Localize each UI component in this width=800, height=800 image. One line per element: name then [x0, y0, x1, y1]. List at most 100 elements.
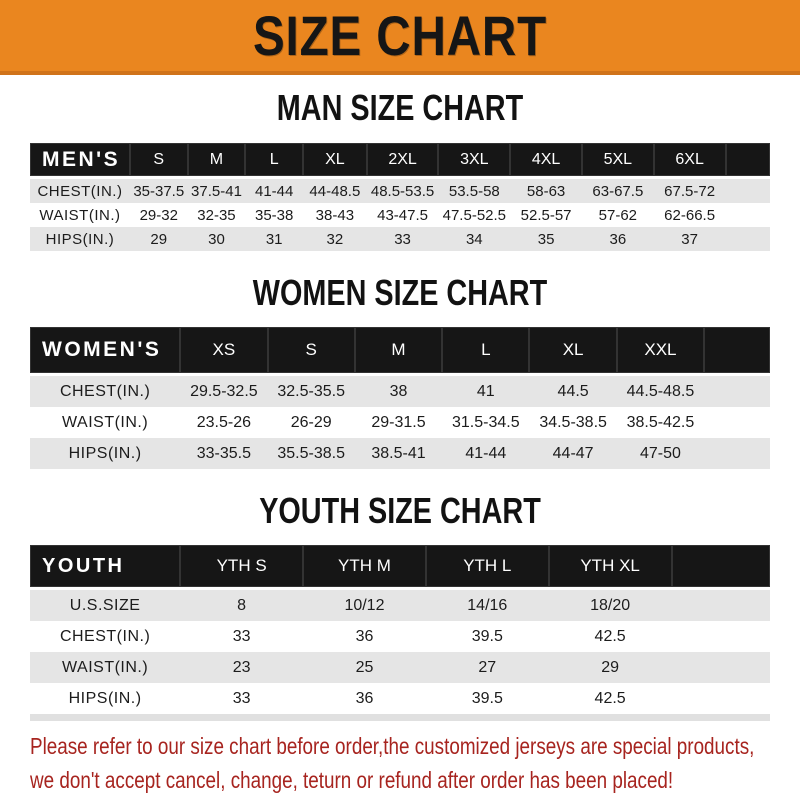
notice-line-1: Please refer to our size chart before or…	[30, 733, 755, 759]
size-cell: 35.5-38.5	[267, 438, 355, 469]
size-cell: 44.5	[529, 374, 617, 407]
size-cell: 38	[354, 374, 443, 407]
size-cell: 42.5	[548, 683, 672, 714]
table-row: HIPS(IN.) 29 30 31 32 33 34 35 36 37	[30, 227, 770, 251]
column-header: 3XL	[438, 143, 511, 179]
size-cell: 34	[438, 227, 511, 251]
row-spacer	[671, 588, 770, 621]
size-cell: 26-29	[267, 407, 355, 438]
table-header-label: WOMEN'S	[30, 327, 181, 376]
size-cell: 14/16	[425, 588, 549, 621]
row-label: U.S.SIZE	[30, 588, 181, 621]
size-cell: 57-62	[581, 203, 654, 227]
column-header: XXL	[616, 327, 705, 376]
size-cell: 41-44	[245, 177, 304, 203]
size-table-youth: YOUTH YTH S YTH M YTH L YTH XL U.S.SIZE 8 10/12…	[30, 545, 770, 714]
size-cell: 27	[425, 652, 549, 683]
row-label: WAIST(IN.)	[30, 652, 181, 683]
size-cell: 44-48.5	[303, 177, 367, 203]
size-cell: 47-50	[616, 438, 705, 469]
column-header: YTH L	[425, 545, 549, 590]
table-header-label: MEN'S	[30, 143, 130, 179]
size-cell: 38.5-41	[354, 438, 443, 469]
size-cell: 33	[366, 227, 439, 251]
size-cell: 31	[245, 227, 304, 251]
column-header: 6XL	[653, 143, 726, 179]
table-body-man: CHEST(IN.) 35-37.5 37.5-41 41-44 44-48.5 48.5…	[30, 177, 770, 251]
header-row: YOUTH YTH S YTH M YTH L YTH XL	[30, 545, 770, 590]
size-cell: 39.5	[425, 621, 549, 652]
section-man-size-chart: MAN SIZE CHART MEN'S S M L XL 2XL 3XL 4XL 5XL 6XL C…	[0, 87, 800, 251]
row-spacer	[704, 407, 770, 438]
table-row: CHEST(IN.) 35-37.5 37.5-41 41-44 44-48.5 48.5…	[30, 177, 770, 203]
column-header: L	[442, 327, 530, 376]
row-spacer	[704, 374, 770, 407]
size-cell: 35	[510, 227, 582, 251]
size-cell: 31.5-34.5	[442, 407, 530, 438]
header-spacer	[671, 545, 770, 590]
row-spacer	[704, 438, 770, 469]
column-header: YTH XL	[548, 545, 672, 590]
header-row: WOMEN'S XS S M L XL XXL	[30, 327, 770, 376]
table-row: WAIST(IN.) 23 25 27 29	[30, 652, 770, 683]
row-spacer	[671, 683, 770, 714]
size-cell: 39.5	[425, 683, 549, 714]
size-cell: 38-43	[303, 203, 367, 227]
size-cell: 44-47	[529, 438, 617, 469]
size-cell: 63-67.5	[581, 177, 654, 203]
section-heading-women: WOMEN SIZE CHART	[252, 272, 548, 313]
size-cell: 23.5-26	[180, 407, 268, 438]
row-spacer	[725, 227, 770, 251]
size-cell: 42.5	[548, 621, 672, 652]
header-row: MEN'S S M L XL 2XL 3XL 4XL 5XL 6XL	[30, 143, 770, 179]
row-label: WAIST(IN.)	[30, 407, 181, 438]
table-row: WAIST(IN.) 23.5-26 26-29 29-31.5 31.5-34.5 34…	[30, 407, 770, 438]
table-header-women: WOMEN'S XS S M L XL XXL	[30, 327, 770, 376]
size-cell: 62-66.5	[653, 203, 726, 227]
table-body-women: CHEST(IN.) 29.5-32.5 32.5-35.5 38 41 44.5 44.5…	[30, 374, 770, 469]
section-heading-man: MAN SIZE CHART	[276, 87, 524, 128]
size-cell: 48.5-53.5	[366, 177, 439, 203]
size-cell: 30	[187, 227, 246, 251]
size-cell: 36	[303, 621, 426, 652]
size-cell: 43-47.5	[366, 203, 439, 227]
notice-line-2: we don't accept cancel, change, teturn o…	[30, 767, 674, 793]
row-spacer	[671, 652, 770, 683]
size-cell: 23	[180, 652, 304, 683]
column-header: 2XL	[366, 143, 439, 179]
size-cell: 52.5-57	[510, 203, 582, 227]
section-heading-youth: YOUTH SIZE CHART	[259, 490, 541, 531]
column-header: XS	[180, 327, 268, 376]
column-header: YTH S	[180, 545, 304, 590]
size-cell: 33	[180, 683, 304, 714]
column-header: YTH M	[303, 545, 426, 590]
table-header-man: MEN'S S M L XL 2XL 3XL 4XL 5XL 6XL	[30, 143, 770, 179]
section-women-size-chart: WOMEN SIZE CHART WOMEN'S XS S M L XL XXL CHEST(I…	[0, 272, 800, 469]
size-cell: 37	[653, 227, 726, 251]
size-cell: 33	[180, 621, 304, 652]
size-cell: 36	[581, 227, 654, 251]
column-header: XL	[529, 327, 617, 376]
row-label: HIPS(IN.)	[30, 683, 181, 714]
charts-container: MAN SIZE CHART MEN'S S M L XL 2XL 3XL 4XL 5XL 6XL C…	[0, 87, 800, 721]
size-cell: 29-31.5	[354, 407, 443, 438]
size-cell: 33-35.5	[180, 438, 268, 469]
size-cell: 38.5-42.5	[616, 407, 705, 438]
size-cell: 29.5-32.5	[180, 374, 268, 407]
table-bottom-edge	[30, 714, 770, 721]
size-cell: 25	[303, 652, 426, 683]
size-cell: 29	[129, 227, 188, 251]
column-header: M	[187, 143, 246, 179]
footer-notice: Please refer to our size chart before or…	[0, 721, 800, 797]
size-cell: 29-32	[129, 203, 188, 227]
page-title: SIZE CHART	[252, 4, 548, 67]
row-spacer	[725, 203, 770, 227]
row-label: CHEST(IN.)	[30, 177, 130, 203]
size-cell: 35-38	[245, 203, 304, 227]
size-cell: 67.5-72	[653, 177, 726, 203]
table-row: WAIST(IN.) 29-32 32-35 35-38 38-43 43-47.5 47.…	[30, 203, 770, 227]
row-label: WAIST(IN.)	[30, 203, 130, 227]
row-label: CHEST(IN.)	[30, 621, 181, 652]
table-row: HIPS(IN.) 33 36 39.5 42.5	[30, 683, 770, 714]
size-cell: 44.5-48.5	[616, 374, 705, 407]
